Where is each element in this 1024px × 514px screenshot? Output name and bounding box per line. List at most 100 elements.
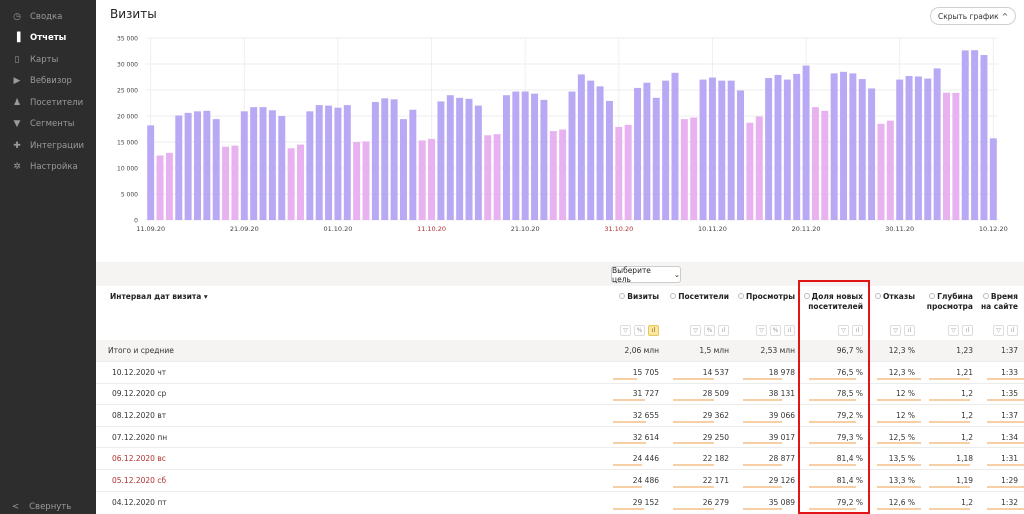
- bar[interactable]: [868, 88, 876, 220]
- bar[interactable]: [989, 138, 997, 220]
- collapse-sidebar-button[interactable]: < Свернуть: [12, 502, 71, 512]
- bar[interactable]: [268, 110, 276, 220]
- bar[interactable]: [446, 95, 454, 220]
- sidebar-item-1[interactable]: ▐ Отчеты: [0, 28, 96, 50]
- column-header-4[interactable]: Отказы ▽ ıl: [869, 286, 921, 340]
- bar[interactable]: [334, 107, 342, 220]
- percent-icon[interactable]: %: [704, 325, 715, 336]
- bar[interactable]: [737, 90, 745, 220]
- bar[interactable]: [886, 120, 894, 220]
- bar[interactable]: [568, 91, 576, 220]
- bar[interactable]: [783, 79, 791, 220]
- bar[interactable]: [287, 148, 295, 220]
- bar[interactable]: [231, 145, 239, 220]
- bar[interactable]: [418, 140, 426, 220]
- bar[interactable]: [952, 92, 960, 220]
- bar[interactable]: [961, 50, 969, 221]
- sidebar-item-5[interactable]: ▼ Сегменты: [0, 114, 96, 136]
- sidebar-item-7[interactable]: ✲ Настройка: [0, 157, 96, 179]
- bar[interactable]: [484, 135, 492, 220]
- bar[interactable]: [971, 50, 979, 220]
- bar[interactable]: [821, 110, 829, 220]
- bar[interactable]: [371, 101, 379, 220]
- sidebar-item-0[interactable]: ◷ Сводка: [0, 6, 96, 28]
- bar[interactable]: [184, 112, 192, 220]
- bar[interactable]: [353, 142, 361, 220]
- bar[interactable]: [746, 122, 754, 220]
- bar[interactable]: [933, 68, 941, 220]
- bar[interactable]: [297, 144, 304, 220]
- bar[interactable]: [671, 72, 679, 220]
- bar[interactable]: [634, 87, 642, 220]
- bar[interactable]: [156, 155, 164, 220]
- bar[interactable]: [774, 74, 782, 220]
- bar[interactable]: [605, 100, 613, 220]
- date-interval-header[interactable]: Интервал дат визита ▾: [110, 292, 208, 301]
- bar[interactable]: [559, 129, 567, 220]
- bar[interactable]: [943, 92, 950, 220]
- bar[interactable]: [596, 86, 604, 220]
- hide-chart-button[interactable]: Скрыть график ^: [929, 7, 1016, 25]
- bar[interactable]: [325, 105, 333, 220]
- bar[interactable]: [428, 138, 436, 220]
- filter-icon[interactable]: ▽: [620, 325, 631, 336]
- bar[interactable]: [194, 111, 201, 220]
- bar[interactable]: [662, 80, 670, 220]
- bar[interactable]: [615, 126, 623, 220]
- bar[interactable]: [306, 111, 314, 220]
- bar[interactable]: [643, 82, 651, 220]
- filter-icon[interactable]: ▽: [948, 325, 959, 336]
- bar[interactable]: [147, 125, 155, 220]
- bar[interactable]: [811, 107, 819, 220]
- table-row[interactable]: 10.12.2020 чт 15 705 14 537 18 978 76,5 % 12,…: [96, 361, 1024, 384]
- bar[interactable]: [521, 91, 529, 220]
- filter-icon[interactable]: ▽: [838, 325, 849, 336]
- chart-icon[interactable]: ıl: [1007, 325, 1018, 336]
- bar[interactable]: [896, 79, 904, 220]
- percent-icon[interactable]: %: [770, 325, 781, 336]
- table-row[interactable]: 09.12.2020 ср 31 727 28 509 38 131 78,5 % 12 …: [96, 382, 1024, 405]
- column-header-3[interactable]: Доля новых посетителей ▽ ıl: [801, 286, 869, 340]
- table-row[interactable]: 05.12.2020 сб 24 486 22 171 29 126 81,4 % 13,…: [96, 469, 1024, 492]
- bar[interactable]: [699, 79, 707, 220]
- bar[interactable]: [755, 116, 763, 220]
- column-header-1[interactable]: Посетители ▽% ıl: [665, 286, 735, 340]
- bar[interactable]: [278, 116, 286, 220]
- bar[interactable]: [203, 110, 211, 220]
- bar[interactable]: [587, 80, 595, 220]
- bar[interactable]: [240, 111, 248, 220]
- bar[interactable]: [877, 123, 885, 220]
- filter-icon[interactable]: ▽: [993, 325, 1004, 336]
- bar[interactable]: [830, 73, 838, 220]
- bar[interactable]: [343, 105, 351, 220]
- bar[interactable]: [362, 141, 370, 220]
- percent-icon[interactable]: %: [634, 325, 645, 336]
- filter-icon[interactable]: ▽: [890, 325, 901, 336]
- bar[interactable]: [315, 105, 323, 220]
- bar[interactable]: [399, 119, 407, 220]
- bar[interactable]: [905, 75, 913, 221]
- chart-icon[interactable]: ıl: [648, 325, 659, 336]
- bar[interactable]: [727, 80, 735, 220]
- chart-icon[interactable]: ıl: [718, 325, 729, 336]
- table-row[interactable]: 06.12.2020 вс 24 446 22 182 28 877 81,4 % 13,…: [96, 447, 1024, 470]
- sidebar-item-2[interactable]: ▯ Карты: [0, 49, 96, 71]
- table-row[interactable]: 04.12.2020 пт 29 152 26 279 35 089 79,2 % 12,…: [96, 490, 1024, 513]
- bar[interactable]: [765, 78, 773, 220]
- bar[interactable]: [474, 105, 482, 220]
- sidebar-item-4[interactable]: ♟ Посетители: [0, 92, 96, 114]
- bar[interactable]: [456, 97, 464, 220]
- bar[interactable]: [793, 73, 801, 220]
- bar[interactable]: [708, 77, 716, 220]
- chart-icon[interactable]: ıl: [962, 325, 973, 336]
- bar[interactable]: [502, 95, 510, 220]
- bar[interactable]: [549, 131, 557, 220]
- bar[interactable]: [175, 115, 183, 220]
- bar[interactable]: [577, 74, 585, 221]
- chart-icon[interactable]: ıl: [852, 325, 863, 336]
- goal-select[interactable]: Выберите цель ⌄: [611, 266, 681, 284]
- bar[interactable]: [690, 117, 698, 220]
- bar[interactable]: [409, 109, 417, 220]
- bar[interactable]: [531, 93, 539, 220]
- bar[interactable]: [437, 101, 445, 220]
